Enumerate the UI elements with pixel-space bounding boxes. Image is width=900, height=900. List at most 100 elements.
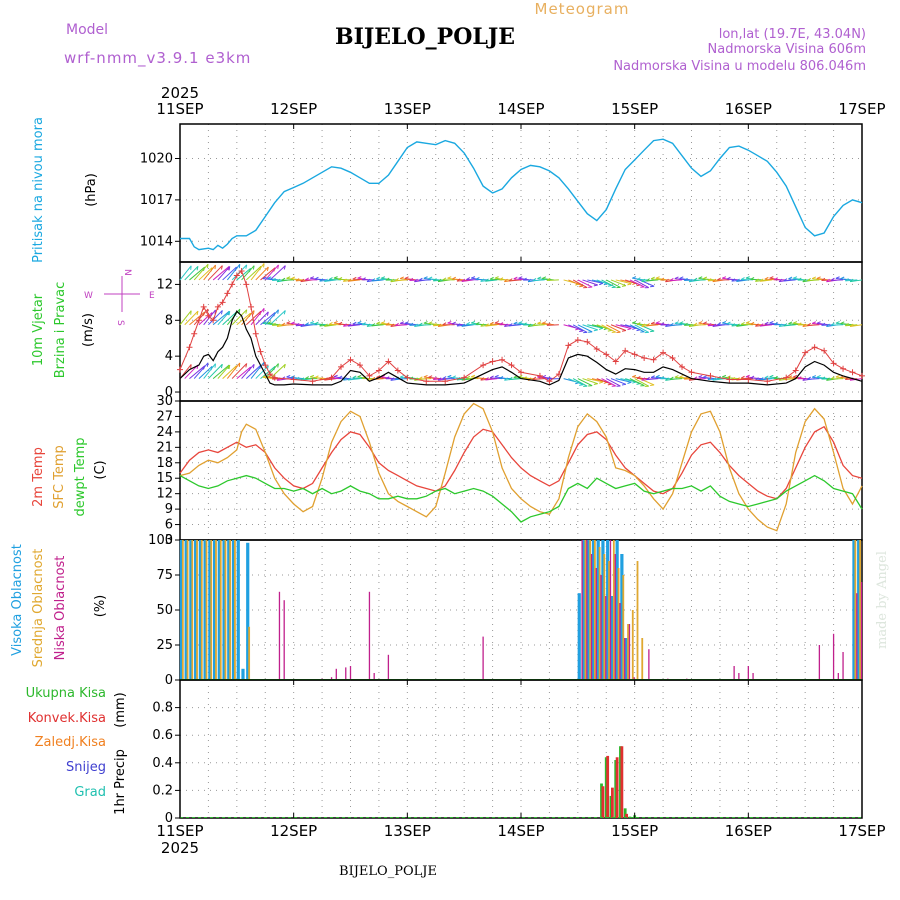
wind-gust-marker	[195, 317, 202, 324]
tick-label-y: 15	[156, 471, 173, 486]
wind-barb-head	[456, 278, 461, 282]
wind-barb	[347, 378, 361, 381]
wind-barb	[236, 312, 251, 326]
wind-barb-head	[849, 278, 854, 283]
low-cloud-bar	[752, 673, 754, 680]
wind-barb-head	[679, 321, 684, 324]
wind-barb	[198, 365, 213, 379]
wind-barb-head	[745, 276, 750, 279]
wind-barb-head	[319, 323, 324, 327]
wind-barb-head	[835, 374, 840, 378]
wind-barb-head	[376, 276, 381, 280]
wind-barb-head	[816, 276, 821, 279]
wind-barb	[726, 278, 739, 281]
wind-barb	[193, 263, 209, 281]
day-label-bottom: 15SEP	[611, 822, 658, 840]
wind-barb-head	[418, 376, 423, 380]
wind-barb	[222, 266, 237, 281]
wind-barb	[255, 266, 269, 281]
wind-barb	[568, 324, 584, 332]
wind-barb-head	[504, 278, 508, 282]
wind-barb-head	[698, 321, 703, 324]
mid-cloud-bar	[612, 540, 615, 680]
wind-barb	[485, 378, 498, 381]
wind-gust-marker	[404, 374, 411, 381]
wind-barb-head	[238, 309, 241, 314]
wind-barb	[601, 324, 616, 333]
wind-barb	[208, 363, 223, 379]
wind-barb-head	[385, 376, 390, 380]
wind-gust-marker	[394, 367, 401, 374]
model-name: wrf-nmm_v3.9.1 e3km	[64, 49, 251, 68]
high-cloud-bar	[179, 540, 184, 680]
wind-barb	[577, 279, 593, 288]
tick-label-y: 27	[156, 409, 173, 424]
mid-cloud-bar	[859, 540, 862, 680]
wind-barb	[807, 378, 820, 380]
high-cloud-bar	[852, 540, 856, 680]
wind-barb-head	[371, 323, 376, 327]
mid-cloud-bar	[598, 547, 601, 680]
wind-barb-head	[324, 323, 328, 327]
wind-gust-marker	[840, 365, 847, 372]
wind-barb	[532, 378, 545, 380]
wind-barb-head	[338, 321, 343, 325]
wind-ylabel-2: Brzina i Pravac	[53, 282, 68, 379]
wind-gust-marker	[565, 342, 572, 349]
wind-barb-head	[840, 276, 845, 280]
wind-barb-head	[347, 323, 352, 327]
mid-cloud-bar	[631, 610, 634, 680]
wind-barb-head	[432, 322, 437, 327]
wind-gust-marker	[745, 376, 752, 383]
wind-barb-head	[310, 321, 315, 324]
mid-cloud-bar	[224, 540, 227, 680]
wind-barb	[189, 311, 206, 326]
high-cloud-bar	[227, 540, 231, 680]
day-label-top: 13SEP	[384, 100, 431, 118]
wind-barb-head	[513, 321, 518, 325]
tick-label-y: 50	[156, 603, 173, 618]
compass-n: N	[122, 269, 132, 276]
wind-gust-marker	[764, 378, 771, 385]
wind-gust-marker	[660, 349, 667, 356]
wind-barb	[226, 362, 241, 379]
wind-gust-marker	[191, 330, 198, 337]
day-label-top: 12SEP	[270, 100, 317, 118]
wind-barb	[264, 264, 279, 281]
wind-barb-head	[361, 322, 366, 326]
wind-barb	[428, 376, 441, 380]
wind-barb-head	[437, 323, 442, 327]
wind-barb-head	[395, 278, 399, 282]
wind-gust-marker	[252, 330, 259, 337]
wind-barb-head	[811, 375, 817, 378]
wind-gust-marker	[859, 372, 865, 379]
total-rain-bar	[619, 746, 622, 818]
wind-barb-head	[830, 322, 835, 326]
wind-barb-head	[471, 320, 476, 324]
high-cloud-bar	[582, 540, 586, 680]
wind-barb	[587, 378, 604, 383]
wind-barb-head	[262, 321, 267, 324]
wind-barb-head	[206, 264, 209, 269]
wind-barb-head	[641, 278, 646, 282]
wind-barb-head	[802, 323, 807, 327]
high-cloud-bar	[194, 540, 198, 680]
wind-barb-head	[769, 276, 774, 279]
total-rain-bar	[604, 757, 608, 818]
wind-gust-marker	[205, 312, 212, 319]
wind-barb-head	[665, 323, 669, 327]
low-cloud-bar	[860, 582, 863, 680]
wind-gust-marker	[423, 378, 430, 385]
wind-gust-marker	[309, 378, 316, 385]
day-label-bottom: 14SEP	[497, 822, 544, 840]
wind-barb	[670, 324, 683, 327]
wind-barb-head	[328, 277, 333, 280]
wind-barb-head	[466, 321, 471, 325]
wind-barb-head	[499, 277, 504, 281]
mid-cloud-bar	[229, 540, 232, 680]
mid-cloud-bar	[584, 540, 587, 680]
wind-barb-head	[300, 323, 305, 327]
day-label-bottom: 16SEP	[725, 822, 772, 840]
wind-barb	[582, 324, 598, 331]
wind-gust-marker	[290, 376, 297, 383]
